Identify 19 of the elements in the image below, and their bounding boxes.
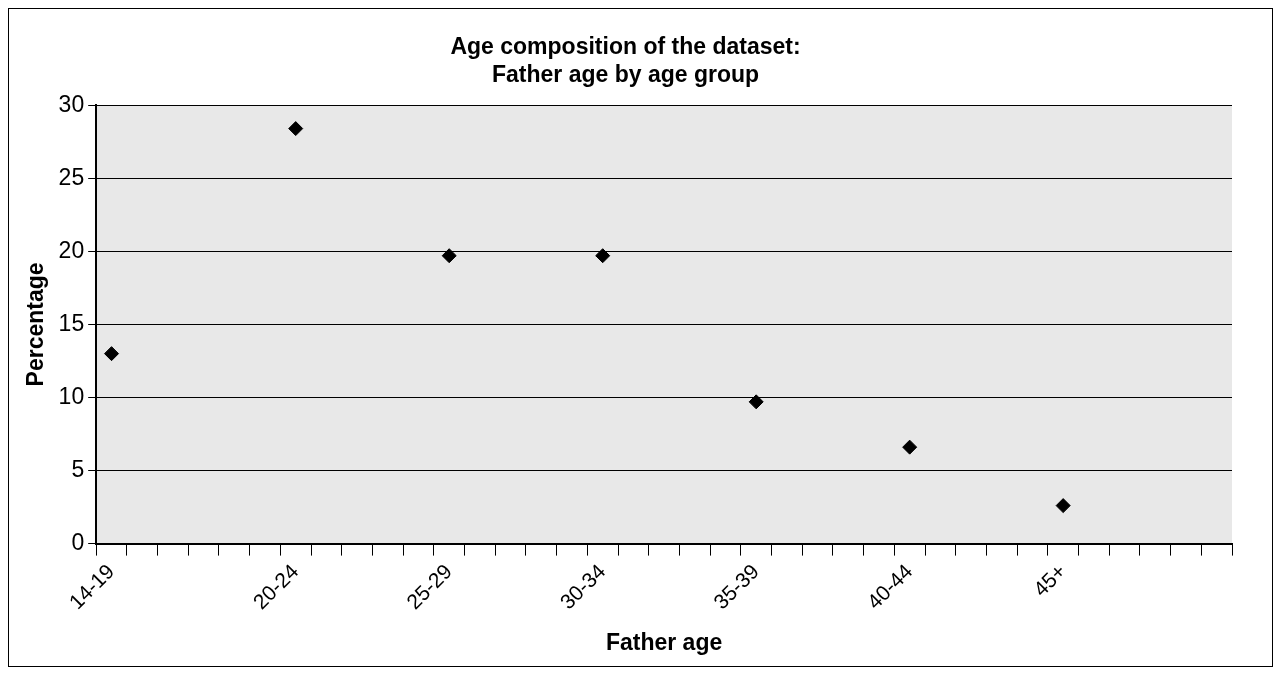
point — [748, 394, 764, 410]
point — [104, 346, 120, 362]
point — [595, 248, 611, 264]
y-tick-label: 25 — [58, 163, 85, 190]
text: Father age by age group — [491, 60, 760, 87]
text: Age composition of the dataset: — [450, 33, 801, 60]
y-tick-label: 5 — [71, 455, 85, 482]
x-axis-title: Father age — [605, 628, 723, 655]
y-tick-label: 30 — [58, 90, 85, 117]
y-tick-label: 20 — [58, 236, 85, 263]
y-tick-label: 10 — [58, 382, 85, 409]
y-tick-label: 0 — [71, 528, 85, 555]
point — [441, 248, 457, 264]
x-tick-label: 45+ — [1028, 559, 1071, 601]
point — [288, 121, 304, 137]
point — [902, 439, 918, 455]
point — [1055, 498, 1071, 514]
y-axis-title: Percentage — [22, 262, 49, 387]
y-tick-label: 15 — [58, 309, 85, 336]
